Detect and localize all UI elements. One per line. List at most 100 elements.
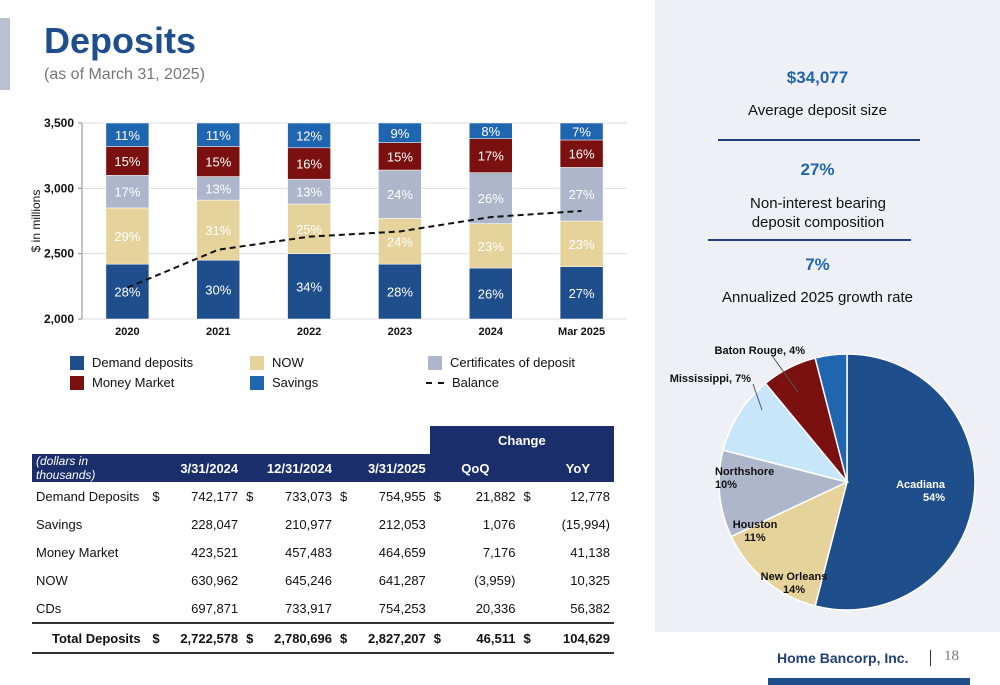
dollar-sign <box>148 566 165 594</box>
bar-data-label: 17% <box>114 185 140 200</box>
bar-segment <box>287 253 331 320</box>
bar-data-label: 12% <box>296 128 322 143</box>
cell-yoy: 12,778 <box>570 488 610 504</box>
bar-data-label: 26% <box>478 287 504 302</box>
pie-label-name: New Orleans <box>761 571 828 583</box>
dollar-sign <box>148 510 165 538</box>
page-number: 18 <box>944 648 959 664</box>
bar-segment <box>559 139 604 168</box>
pie-label-value: 11% <box>744 532 766 544</box>
pie-label: Mississippi, 7% <box>670 373 752 385</box>
pie-slice <box>730 480 849 607</box>
footer-separator <box>930 650 931 666</box>
dollar-sign <box>519 538 536 566</box>
legend-label: Demand deposits <box>92 355 194 370</box>
bar-data-label: 23% <box>569 237 595 252</box>
pie-label-name: Northshore <box>715 466 774 478</box>
legend-label: Money Market <box>92 375 175 390</box>
bar-segment <box>559 167 604 222</box>
table-total-row: Total Deposits $2,722,578 $2,780,696 $2,827… <box>32 622 614 654</box>
pie-slice <box>814 353 976 611</box>
row-label: NOW <box>36 572 68 588</box>
dollar-sign: $ <box>433 488 442 504</box>
bar-segment <box>105 122 150 147</box>
cell-qoq: 1,076 <box>482 516 516 532</box>
stat-average-deposit: $34,077 Average deposit size <box>655 68 980 120</box>
legend-item-demand: Demand deposits <box>70 355 193 370</box>
x-tick-label: 2024 <box>479 326 504 338</box>
dollar-sign <box>519 594 536 623</box>
stat-label: Average deposit size <box>748 102 887 119</box>
dollar-sign: $ <box>335 622 354 654</box>
legend-swatch <box>250 355 264 370</box>
cell-3-31-2025: 212,053 <box>378 516 426 532</box>
title-accent-bar <box>0 18 10 90</box>
cell-3-31-2025: 641,287 <box>378 572 426 588</box>
cell-3-31-2025: 754,253 <box>378 600 426 616</box>
dollar-sign <box>148 594 165 623</box>
cell-12-31-2024: 733,917 <box>284 600 332 616</box>
dollar-sign <box>336 510 353 538</box>
bar-segment <box>287 122 331 149</box>
pie-label: New Orleans 14% <box>761 571 828 596</box>
cell-yoy: 41,138 <box>570 544 610 560</box>
bar-data-label: 29% <box>114 229 140 244</box>
stat-noninterest: 27% Non-interest bearing deposit composi… <box>655 160 980 232</box>
bar-data-label: 24% <box>387 187 413 202</box>
pie-label: Baton Rouge, 4% <box>715 345 806 357</box>
cell-yoy: 10,325 <box>570 572 610 588</box>
dollar-sign: $ <box>339 488 348 504</box>
cell-3-31-2024: 630,962 <box>191 572 239 588</box>
bar-data-label: 13% <box>205 181 231 196</box>
cell-12-31-2024: 2,780,696 <box>259 622 336 654</box>
footer-accent-bar <box>768 678 970 685</box>
dollar-sign <box>430 594 447 623</box>
cell-12-31-2024: 457,483 <box>284 544 332 560</box>
dollar-sign: $ <box>152 488 160 504</box>
bar-segment <box>378 169 422 219</box>
x-tick-label: 2023 <box>388 326 412 338</box>
cell-yoy: (15,994) <box>561 516 610 532</box>
bar-data-label: 27% <box>569 187 595 202</box>
bar-segment <box>378 263 422 320</box>
logo-text: Home Bancorp, Inc. <box>777 650 909 666</box>
row-label: Total Deposits <box>32 622 149 654</box>
legend-item-cds: Certificates of deposit <box>428 355 575 370</box>
table-row: Savings 228,047 210,977 212,053 1,076 (15,994… <box>32 510 614 538</box>
bar-data-label: 30% <box>205 283 231 298</box>
pie-slice <box>814 353 848 483</box>
y-axis-label: $ in millions <box>29 190 43 253</box>
bar-data-label: 26% <box>478 191 504 206</box>
cell-qoq: 20,336 <box>475 600 516 616</box>
stat-divider <box>708 239 911 241</box>
bar-data-label: 13% <box>296 185 322 200</box>
bar-data-label: 17% <box>478 149 504 164</box>
bar-data-label: 34% <box>296 279 322 294</box>
units-label: (dollars in thousands) <box>32 454 149 482</box>
legend-swatch <box>70 355 84 370</box>
home-bancorp-logo: Home Bancorp, Inc. <box>777 650 908 666</box>
cell-3-31-2024: 742,177 <box>191 488 239 504</box>
stat-divider <box>718 139 920 141</box>
dollar-sign <box>430 538 447 566</box>
bar-data-label: 23% <box>478 239 504 254</box>
table-change-header-row: Change <box>32 426 614 454</box>
stat-value: 27% <box>800 160 835 179</box>
cell-3-31-2024: 2,722,578 <box>165 622 243 654</box>
cell-3-31-2025: 2,827,207 <box>353 622 430 654</box>
x-tick-label: Mar 2025 <box>558 326 605 338</box>
bar-segment <box>105 146 150 176</box>
row-label: Money Market <box>36 544 119 560</box>
pie-label: Northshore 10% <box>715 466 774 491</box>
bar-data-label: 11% <box>206 128 231 143</box>
x-tick-label: 2021 <box>206 326 230 338</box>
cell-3-31-2024: 228,047 <box>191 516 239 532</box>
x-tick-label: 2020 <box>115 326 139 338</box>
dollar-sign: $ <box>523 488 531 504</box>
bar-segment <box>287 203 331 254</box>
deposits-table: Change (dollars in thousands) 3/31/2024 … <box>32 426 614 654</box>
dollar-sign: $ <box>148 622 166 654</box>
bar-segment <box>469 122 513 139</box>
cell-3-31-2025: 754,955 <box>378 488 426 504</box>
cell-yoy: 56,382 <box>570 600 610 616</box>
